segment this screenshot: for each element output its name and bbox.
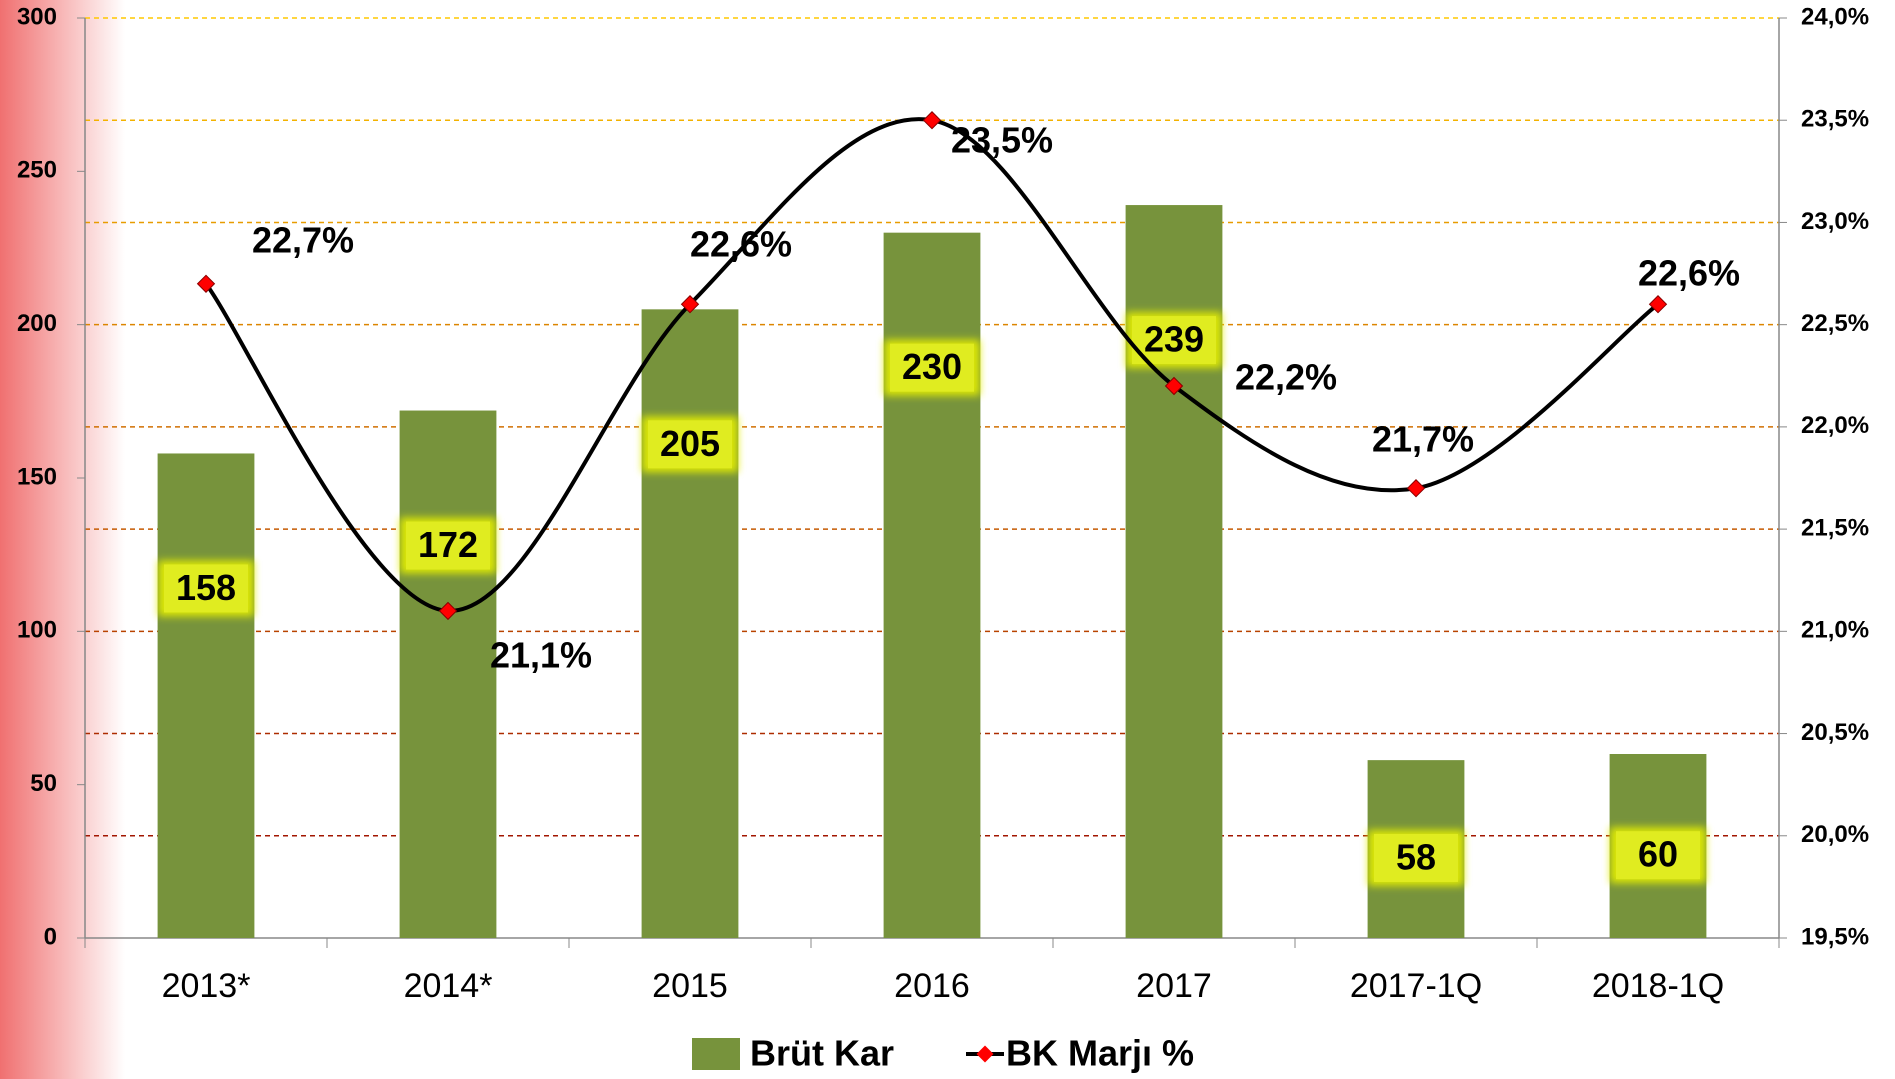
y2-tick-label: 21,0% (1801, 617, 1869, 644)
x-tick-label: 2016 (894, 967, 970, 1005)
data-label-box (1132, 316, 1216, 365)
marker (922, 111, 942, 130)
x-tick-label: 2018-1Q (1592, 967, 1724, 1005)
data-label-box (890, 343, 974, 392)
bar (883, 232, 981, 938)
marker (1648, 295, 1668, 314)
data-label-box (648, 420, 732, 469)
data-label: 21,1% (490, 634, 592, 675)
y2-tick-label: 23,5% (1801, 106, 1869, 133)
data-label-box (164, 564, 248, 613)
bar (157, 453, 255, 938)
data-label: 205 (660, 423, 720, 464)
y-tick-label: 50 (30, 770, 57, 797)
x-tick-label: 2017 (1136, 967, 1212, 1005)
data-label: 158 (176, 567, 236, 608)
data-label: 21,7% (1372, 419, 1474, 460)
x-tick-label: 2014* (404, 967, 493, 1005)
marker (1164, 376, 1184, 396)
data-label: 60 (1638, 834, 1678, 875)
data-label: 22,7% (252, 219, 354, 260)
y2-tick-label: 20,5% (1801, 719, 1869, 746)
y2-tick-label: 22,0% (1801, 412, 1869, 439)
y2-tick-label: 23,0% (1801, 208, 1869, 235)
y-tick-label: 250 (17, 157, 57, 184)
data-label-box (1374, 833, 1458, 882)
data-label: 239 (1144, 319, 1204, 360)
bar (399, 410, 497, 938)
y-tick-label: 200 (17, 310, 57, 337)
legend-marker (976, 1045, 994, 1063)
marker (680, 295, 700, 314)
x-tick-label: 2017-1Q (1350, 967, 1482, 1005)
x-tick-label: 2013* (162, 967, 251, 1005)
legend-swatch (692, 1038, 740, 1070)
y-tick-label: 150 (17, 463, 57, 490)
y2-tick-label: 20,0% (1801, 821, 1869, 848)
data-label: 172 (418, 524, 478, 565)
y2-tick-label: 19,5% (1801, 923, 1869, 950)
legend-label: Brüt Kar (750, 1033, 894, 1074)
legend-label: BK Marjı % (1006, 1033, 1194, 1074)
data-label: 22,2% (1235, 357, 1337, 398)
y-tick-label: 0 (44, 923, 57, 950)
x-tick-label: 2015 (652, 967, 728, 1005)
data-label: 22,6% (690, 224, 792, 265)
data-label-box (1616, 831, 1700, 880)
data-label: 230 (902, 346, 962, 387)
y-tick-label: 100 (17, 617, 57, 644)
data-label: 23,5% (951, 120, 1053, 161)
marker (196, 274, 216, 293)
data-label: 22,6% (1638, 253, 1740, 294)
y2-tick-label: 24,0% (1801, 3, 1869, 30)
data-label-box (406, 521, 490, 570)
y2-tick-label: 21,5% (1801, 514, 1869, 541)
marker (438, 601, 458, 621)
marker (1406, 479, 1426, 498)
y-tick-label: 300 (17, 3, 57, 30)
bar (641, 309, 739, 938)
y2-tick-label: 22,5% (1801, 310, 1869, 337)
data-label: 58 (1396, 836, 1436, 877)
background-edge (0, 0, 125, 1079)
